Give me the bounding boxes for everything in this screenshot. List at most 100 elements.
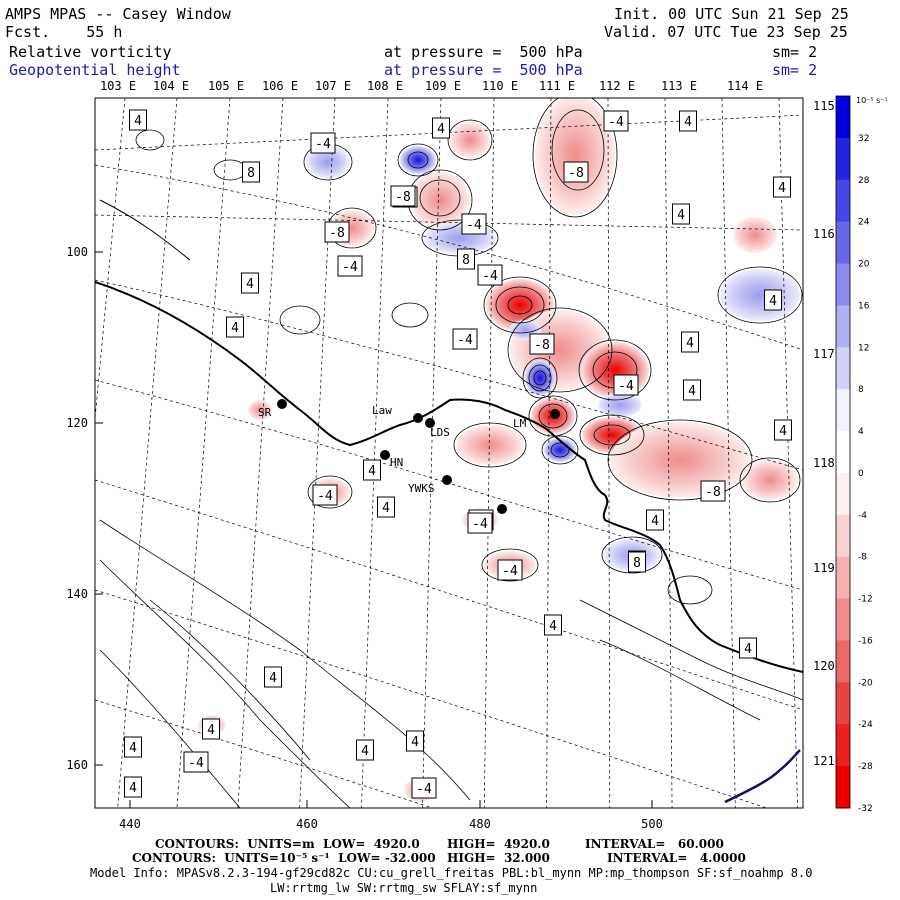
contour-label: -4 [482,269,498,284]
contour-label: -4 [416,782,432,797]
colorbar-swatch [836,472,850,516]
app-title: AMPS MPAS -- Casey Window [5,5,231,23]
contour-label: 4 [246,277,254,292]
contour-label-box [613,374,639,396]
colorbar-level-label: -32 [858,804,873,814]
colorbar-swatch [836,431,850,474]
contour-label: 4 [778,181,786,196]
contour-label-box [310,132,336,154]
contour-label-box [544,614,562,636]
contour-label-box [679,110,697,132]
contour-label-box [774,419,792,441]
contour-label: -4 [466,218,482,233]
contour-label-box [646,509,664,531]
y-axis-tick-label: 140 [66,587,88,601]
station-label: Law [372,404,392,417]
contour-label-box [390,185,416,207]
contour-label-box [603,110,629,132]
model-info: Model Info: MPASv8.2.3-194-gf29cd82c CU:… [90,866,813,880]
colorbar-level-label: 24 [858,218,870,228]
lon-label-top: 106 E [262,79,298,93]
contour-label: 8 [247,166,255,181]
contour-label-box [628,551,646,573]
contour-label: 8 [462,253,470,268]
vorticity-high-info: HIGH= 32.000 [447,851,550,865]
contour-label-box [563,161,589,183]
axis-ticks [95,251,653,808]
lon-label-top: 109 E [425,79,461,93]
lon-label-top: 113 E [661,79,697,93]
contour-label: 4 [368,464,376,479]
height-high-info: HIGH= 4920.0 [447,837,550,851]
contour-label-box [529,333,555,355]
contour-label: 4 [411,735,419,750]
lon-label-top: 107 E [315,79,351,93]
contour-label: 4 [549,619,557,634]
contour-label-box [773,176,791,198]
contour-label: 8 [633,556,641,571]
colorbar-level-label: -16 [858,636,873,646]
contour-label-box [764,289,782,311]
contour-label: -4 [502,564,518,579]
vorticity-contours-info: CONTOURS: UNITS=10⁻⁵ s⁻¹ LOW= -32.000 [132,851,436,865]
contour-label: 4 [769,294,777,309]
contour-label-box [497,559,523,581]
contour-label: 4 [382,501,390,516]
map-text: 103 E 104 E 105 E 106 E 107 E 108 E 109 E 110 E… [66,79,849,831]
height-contour [724,749,801,804]
y-axis-tick-label: 100 [66,245,88,259]
colorbar: 32 28 24 20 16 12 8 4 0 -4 -8 -12 -16 -20 -24 -28 -32 10⁻… [835,95,888,814]
y-axis-tick-label: 120 [66,416,88,430]
contour-label-box [124,776,142,798]
lon-label-top: 103 E [100,79,136,93]
contour-label-box [363,459,381,481]
field1-level: at pressure = 500 hPa [384,43,583,61]
contour-label: -8 [395,190,411,205]
colorbar-level-label: 32 [858,134,869,144]
colorbar-level-label: -4 [858,511,867,521]
contour-label-box [183,751,209,773]
lon-label-top: 112 E [599,79,635,93]
colorbar-swatch [836,96,850,139]
forecast-hour: Fcst. 55 h [5,23,123,41]
station-label: YWKS [408,482,435,495]
contour-label: -4 [315,137,331,152]
x-axis-tick-label: 500 [641,817,663,831]
contour-label-box [337,255,363,277]
lon-label-top: 104 E [153,79,189,93]
x-axis-tick-label: 480 [469,817,491,831]
contour-label: -4 [457,333,473,348]
contour-label-box [264,666,282,688]
station-label: SR [258,406,272,419]
colorbar-swatch [836,640,850,683]
colorbar-swatch [836,347,850,390]
colorbar-swatch [836,389,850,432]
contour-label: 4 [269,671,277,686]
contour-label-box [202,718,220,740]
contour-label: 4 [129,741,137,756]
coast-detail [99,199,191,261]
model-info-2: LW:rrtmg_lw SW:rrtmg_sw SFLAY:sf_mynn [270,881,538,895]
colorbar-level-label: 12 [858,343,869,353]
contour-label-box [411,777,437,799]
contour-label: 4 [134,114,142,129]
field1-name: Relative vorticity [9,43,172,61]
lon-label-top: 111 E [539,79,575,93]
contour-label: -8 [568,166,584,181]
contour-label-box [681,331,699,353]
contour-label: 4 [361,744,369,759]
x-axis-tick-label: 460 [296,817,318,831]
colorbar-swatch [836,263,850,306]
station-label: LDS [430,426,450,439]
field2-smoothing: sm= 2 [772,61,818,79]
contour-label: 4 [677,208,685,223]
contour-label: 4 [688,384,696,399]
colorbar-swatch [836,514,850,558]
colorbar-level-label: 4 [858,427,864,437]
colorbar-level-label: -24 [858,720,873,730]
colorbar-swatch [836,221,850,265]
vorticity-shading [198,98,800,802]
field2-level: at pressure = 500 hPa [384,61,583,79]
y-axis-tick-label: 160 [66,758,88,772]
lon-label-top: 110 E [482,79,518,93]
